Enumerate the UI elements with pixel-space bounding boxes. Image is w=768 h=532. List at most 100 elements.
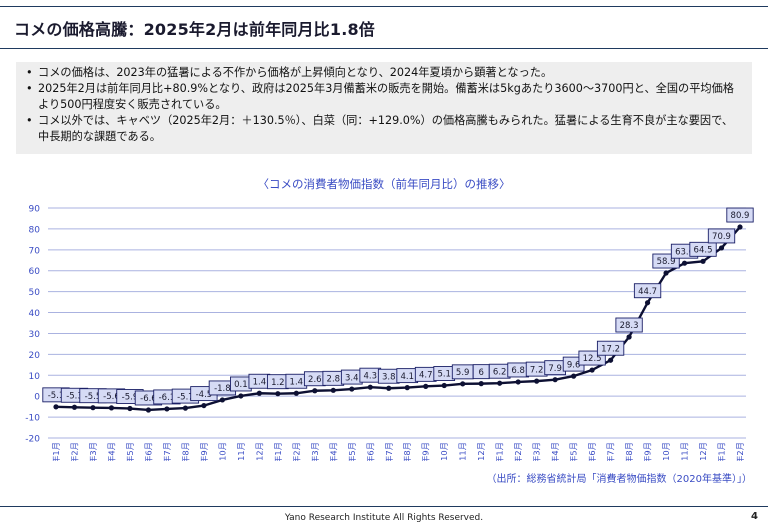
- data-point: [663, 270, 669, 276]
- data-point: [90, 405, 96, 411]
- y-tick-label: 40: [29, 309, 41, 319]
- x-tick-label: 2023年8月: [402, 442, 412, 461]
- y-tick-label: 0: [34, 393, 40, 403]
- data-point: [515, 379, 521, 385]
- x-tick-label: 2022年9月: [199, 442, 209, 461]
- data-label: 7.2: [530, 365, 544, 375]
- x-tick-label: 2022年5月: [125, 442, 135, 461]
- page-title: コメの価格高騰：2025年2月は前年同月比1.8倍: [14, 20, 376, 39]
- data-label-box: [596, 340, 625, 356]
- x-tick-label: 2022年10月: [217, 442, 227, 461]
- data-label: -5.9: [122, 393, 139, 403]
- x-tick-label: 2024年2月: [513, 442, 523, 461]
- data-label: 58.9: [657, 257, 676, 267]
- data-point: [256, 390, 262, 396]
- data-point: [718, 245, 725, 251]
- data-point: [182, 405, 189, 411]
- data-point: [681, 260, 688, 266]
- bullet-item: 2025年2月は前年同月比+80.9%となり、政府は2025年3月備蓄米の販売を…: [24, 81, 744, 113]
- data-label: 28.3: [620, 321, 639, 331]
- data-label: 6.2: [493, 367, 507, 377]
- header-rule: [0, 6, 768, 7]
- x-tick-label: 2022年11月: [236, 442, 246, 461]
- y-tick-label: 70: [29, 246, 41, 256]
- data-point: [700, 258, 706, 264]
- x-tick-label: 2022年3月: [88, 442, 98, 461]
- data-point: [607, 357, 614, 363]
- data-point: [644, 300, 651, 306]
- data-point: [497, 380, 503, 386]
- data-label: -6.1: [159, 393, 176, 403]
- data-point: [71, 404, 78, 410]
- data-label: -4.5: [196, 390, 213, 400]
- data-point: [460, 381, 466, 387]
- x-tick-label: 2024年5月: [569, 442, 579, 461]
- data-label: 0.1: [234, 380, 248, 390]
- bullet-item: コメ以外では、キャベツ（2025年2月：＋130.5％）、白菜（同：+129.0…: [24, 113, 744, 145]
- data-point: [127, 405, 133, 412]
- cpi-line-chart: -20 -10 0 10 20 30 40 50 60 70 80 90 2022年1月 2022年2月 2…: [25, 205, 754, 461]
- y-tick-label: 60: [29, 267, 41, 277]
- x-tick-label: 2023年7月: [384, 442, 394, 461]
- data-label: -5.3: [66, 391, 83, 401]
- x-tick-label: 2023年1月: [273, 442, 283, 461]
- x-tick-label: 2025年2月: [735, 442, 745, 461]
- data-point: [312, 388, 318, 394]
- x-tick-label: 2024年7月: [606, 442, 616, 461]
- data-label: 4.1: [400, 372, 414, 382]
- y-tick-label: 90: [29, 205, 41, 215]
- x-tick-label: 2023年11月: [458, 442, 468, 461]
- title-rule: [0, 48, 768, 49]
- data-point: [164, 406, 170, 412]
- source-note: （出所：総務省統計局「消費者物価指数（2020年基準）」）: [486, 474, 752, 485]
- data-label: 3.8: [382, 372, 396, 382]
- data-label-box: [633, 283, 662, 299]
- data-label: 2.6: [308, 375, 322, 385]
- data-point: [441, 382, 447, 389]
- data-label: 80.9: [731, 211, 750, 221]
- footer-rule: [0, 506, 768, 507]
- x-tick-label: 2024年1月: [495, 442, 505, 461]
- x-tick-label: 2024年9月: [643, 442, 653, 461]
- y-tick-label: -20: [25, 435, 40, 445]
- data-label: 3.4: [345, 373, 359, 383]
- data-label: 1.4: [290, 377, 304, 387]
- data-label-box: [707, 228, 736, 244]
- data-point: [201, 402, 207, 409]
- data-label: 5.1: [437, 370, 451, 380]
- y-tick-label: 30: [29, 330, 41, 340]
- data-point: [626, 334, 632, 340]
- data-point: [238, 393, 244, 399]
- x-tick-label: 2022年2月: [69, 442, 79, 461]
- x-tick-label: 2023年12月: [476, 442, 486, 461]
- data-point: [571, 373, 577, 379]
- x-tick-label: 2023年10月: [439, 442, 449, 461]
- data-point: [386, 385, 392, 391]
- summary-box: コメの価格は、2023年の猛暑による不作から価格が上昇傾向となり、2024年夏頃…: [16, 62, 752, 154]
- y-tick-label: 50: [29, 288, 41, 298]
- y-tick-label: 20: [29, 351, 41, 361]
- data-label: 17.2: [601, 344, 620, 354]
- data-label: -5.1: [48, 391, 65, 401]
- data-point: [145, 407, 152, 413]
- data-point: [349, 386, 355, 392]
- data-label: 5.9: [456, 368, 470, 378]
- data-label: -6.6: [140, 394, 157, 404]
- data-label: 63.6: [675, 247, 694, 257]
- y-tick-label: 10: [29, 372, 41, 382]
- x-tick-label: 2023年4月: [328, 442, 338, 461]
- x-tick-label: 2023年5月: [347, 442, 357, 461]
- x-tick-label: 2022年6月: [143, 442, 153, 461]
- data-label: -1.8: [214, 384, 231, 394]
- data-label: 4.3: [364, 371, 378, 381]
- x-tick-label: 2023年2月: [291, 442, 301, 461]
- data-label: 64.5: [694, 246, 713, 256]
- data-point: [534, 378, 540, 384]
- y-tick-label: 80: [29, 225, 41, 235]
- copyright-footer: Yano Research Institute All Rights Reser…: [284, 513, 484, 523]
- x-tick-label: 2024年3月: [532, 442, 542, 461]
- x-tick-label: 2023年9月: [421, 442, 431, 461]
- x-tick-label: 2024年8月: [624, 442, 634, 461]
- data-label: 1.4: [253, 377, 267, 387]
- x-tick-label: 2022年7月: [162, 442, 172, 461]
